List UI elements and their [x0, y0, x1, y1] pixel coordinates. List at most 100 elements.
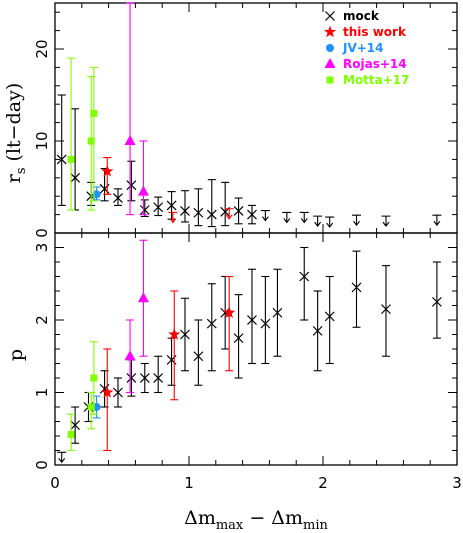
data-point [67, 155, 75, 163]
x-axis-label: Δmmax − Δmmin [184, 507, 328, 533]
data-point [272, 307, 283, 318]
data-point [87, 137, 95, 145]
y-tick-label: 3 [33, 243, 51, 253]
data-point [67, 431, 75, 439]
legend-label: Rojas+14 [343, 57, 407, 71]
data-point [313, 215, 323, 228]
data-point [431, 296, 442, 307]
data-point [153, 373, 164, 383]
legend-item: JV+14 [326, 41, 384, 55]
data-point [206, 318, 217, 329]
series-rojas-14 [124, 239, 149, 394]
bottom-panel-y-axis-label: p [5, 349, 27, 361]
data-point [282, 211, 292, 224]
data-point [193, 207, 204, 218]
data-point [381, 215, 391, 228]
series-mock [260, 210, 442, 228]
x-tick-label: 0 [50, 474, 60, 492]
series-mock [56, 94, 257, 228]
data-point [70, 172, 81, 183]
data-point [206, 209, 217, 220]
data-point [168, 211, 178, 224]
legend-marker [324, 58, 336, 68]
axes-layer: 0 10 20 0 1 2 3 0 1 2 3 [33, 2, 462, 492]
data-point [260, 210, 270, 222]
legend-label: Motta+17 [343, 73, 410, 87]
panel-p-axes: 0 1 2 3 [33, 232, 458, 470]
legend-label: JV+14 [342, 41, 384, 55]
data-point [101, 386, 114, 398]
y-tick-label: 20 [33, 39, 51, 58]
data-point [101, 164, 114, 177]
data-point [299, 271, 310, 282]
data-point [224, 208, 234, 220]
series-this-work [101, 157, 114, 195]
data-point [233, 205, 244, 216]
data-point [137, 292, 149, 303]
data-point [166, 200, 177, 211]
y-tick-label: 10 [33, 131, 51, 150]
data-point [247, 209, 257, 220]
panel-p-frame [54, 232, 458, 466]
legend-marker [325, 11, 335, 21]
data-point [233, 333, 244, 344]
series-motta-17 [67, 57, 98, 211]
data-point [70, 420, 81, 431]
legend-label: this work [343, 25, 407, 39]
data-point [193, 351, 204, 362]
data-point [139, 205, 150, 215]
legend-marker [326, 44, 334, 52]
data-point [124, 135, 136, 145]
data-point [113, 193, 123, 203]
legend-item: Rojas+14 [324, 57, 407, 71]
legend-item: Motta+17 [326, 73, 410, 87]
data-point [247, 315, 257, 325]
legend-item: this work [323, 25, 407, 39]
data-point [223, 306, 236, 318]
data-point [92, 190, 101, 199]
data-point [180, 329, 190, 340]
data-point [56, 154, 67, 165]
data-point [124, 350, 136, 361]
data-point [432, 214, 442, 227]
data-layer [56, 2, 442, 464]
data-point [351, 282, 362, 293]
x-tick-label: 2 [318, 474, 328, 492]
data-point [180, 205, 190, 216]
series-this-work [101, 275, 236, 452]
data-point [352, 214, 361, 227]
data-point [57, 451, 67, 464]
y-tick-label: 1 [33, 388, 51, 398]
legend-item: mock [325, 9, 380, 23]
series-mock [70, 246, 442, 444]
data-point [90, 374, 98, 382]
legend-label: mock [343, 9, 380, 23]
y-tick-label: 2 [33, 315, 51, 325]
y-tick-label: 0 [33, 228, 51, 238]
top-panel-y-axis-label: rs (lt−day) [3, 83, 29, 184]
data-point [153, 202, 164, 213]
x-tick-label: 3 [452, 474, 462, 492]
data-point [260, 318, 271, 329]
legend-marker [323, 25, 337, 38]
data-point [137, 185, 149, 196]
data-point [325, 216, 335, 228]
legend: mock this work JV+14 Rojas+14 Motta+17 [323, 9, 410, 87]
series-this-work [168, 208, 234, 224]
data-point [139, 373, 150, 383]
series-motta-17 [67, 341, 98, 452]
data-point [126, 180, 137, 191]
data-point [126, 373, 137, 383]
legend-marker [326, 76, 334, 84]
data-point [312, 325, 323, 336]
series-mock [57, 451, 67, 464]
data-point [324, 311, 335, 322]
data-point [381, 304, 391, 315]
data-point [299, 211, 309, 224]
x-tick-label: 1 [184, 474, 194, 492]
y-tick-label: 0 [33, 460, 51, 470]
data-point [113, 387, 123, 398]
data-point [87, 403, 95, 411]
series-rojas-14 [124, 2, 149, 216]
